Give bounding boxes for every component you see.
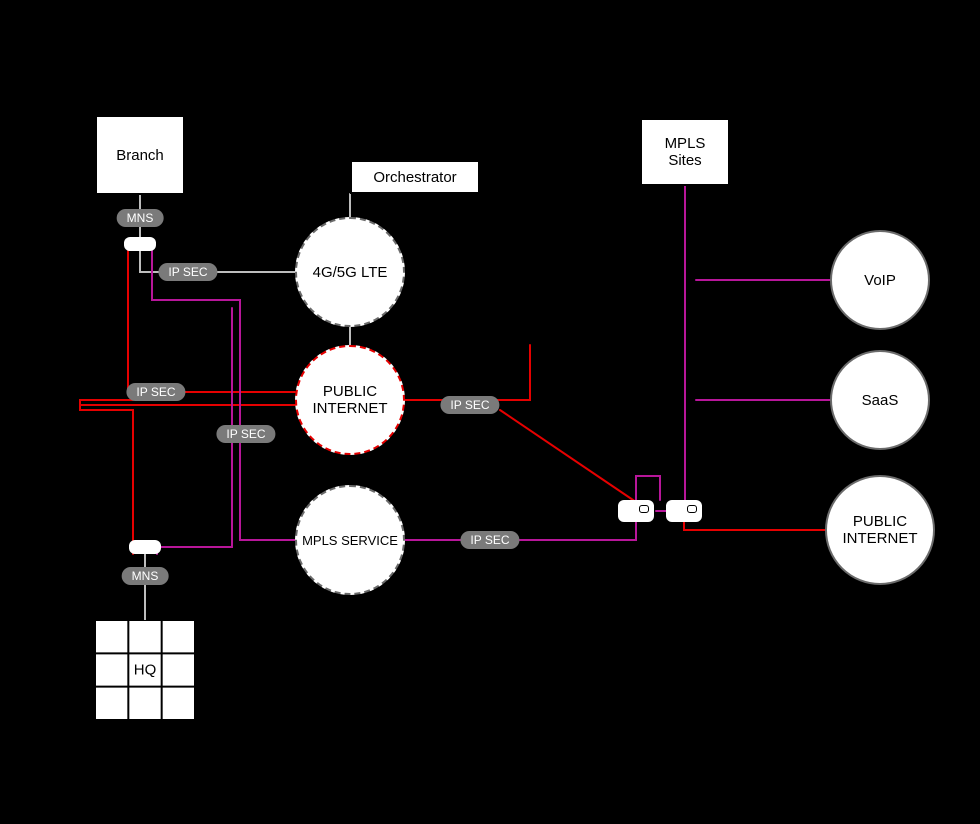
node-label-lte: 4G/5G LTE: [309, 264, 392, 281]
node-public_internet_center: PUBLIC INTERNET: [295, 345, 405, 455]
node-mpls_sites: MPLS Sites: [640, 118, 730, 186]
badge-ipsec_3: IP SEC: [216, 425, 275, 443]
device-port-dev_mid_r: [687, 505, 697, 513]
node-voip: VoIP: [830, 230, 930, 330]
badge-ipsec_4: IP SEC: [440, 396, 499, 414]
device-dev_branch: [124, 237, 156, 251]
node-label-orchestrator: Orchestrator: [369, 169, 460, 186]
badge-ipsec_2: IP SEC: [126, 383, 185, 401]
node-label-branch: Branch: [112, 147, 168, 164]
edge-11: [684, 522, 825, 530]
node-mpls_service: MPLS SERVICE: [295, 485, 405, 595]
node-branch: Branch: [95, 115, 185, 195]
edge-15: [636, 476, 660, 500]
device-dev_hq: [129, 540, 161, 554]
node-label-hq: HQ: [134, 662, 157, 679]
badge-ipsec_1: IP SEC: [158, 263, 217, 281]
node-public_internet_right: PUBLIC INTERNET: [825, 475, 935, 585]
badge-mns_top: MNS: [117, 209, 164, 227]
device-port-dev_mid_l: [639, 505, 649, 513]
node-lte: 4G/5G LTE: [295, 217, 405, 327]
badge-ipsec_5: IP SEC: [460, 531, 519, 549]
node-label-voip: VoIP: [860, 272, 900, 289]
node-label-public_internet_center: PUBLIC INTERNET: [309, 383, 392, 417]
edge-10: [500, 410, 636, 502]
node-label-public_internet_right: PUBLIC INTERNET: [839, 513, 922, 547]
device-dev_mid_l: [618, 500, 654, 522]
badge-mns_bottom: MNS: [122, 567, 169, 585]
edge-12: [405, 522, 636, 540]
edge-9: [405, 345, 530, 400]
device-dev_mid_r: [666, 500, 702, 522]
network-diagram: Branch Orchestrator MPLS Sites HQ 4G/5G LTE P…: [0, 0, 980, 824]
node-label-mpls_service: MPLS SERVICE: [298, 533, 402, 548]
node-hq: HQ: [95, 620, 195, 720]
node-orchestrator: Orchestrator: [350, 160, 480, 194]
edge-6: [80, 400, 133, 554]
node-label-mpls_sites: MPLS Sites: [661, 135, 710, 169]
node-label-saas: SaaS: [858, 392, 903, 409]
node-saas: SaaS: [830, 350, 930, 450]
